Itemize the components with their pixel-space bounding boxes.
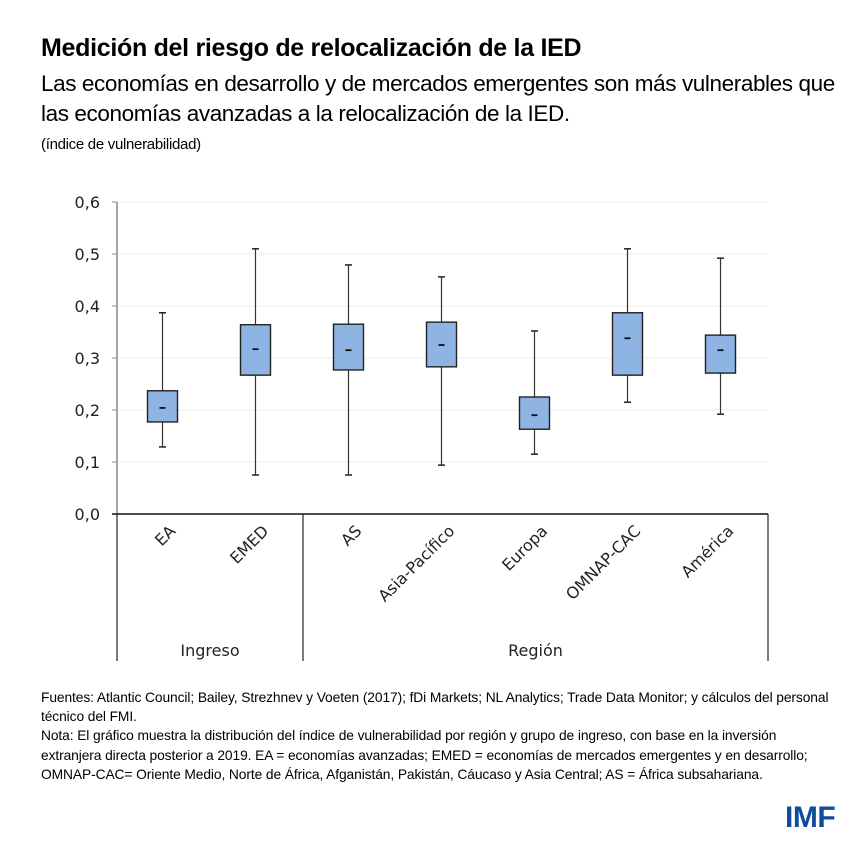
footer-notes: Fuentes: Atlantic Council; Bailey, Strez… [41,688,831,784]
group-label: Ingreso [180,641,239,660]
category-label: EA [151,521,179,549]
box [611,312,644,376]
y-tick-label: 0,1 [75,453,100,472]
boxplot-chart: 0,0 0,1 0,2 0,3 0,4 0,5 0,6 Ingreso Región EA EMED… [75,193,769,661]
y-tick-label: 0,4 [75,297,100,316]
chart-subtitle: Las economías en desarrollo y de mercado… [41,71,835,126]
unit-label: (índice de vulnerabilidad) [41,136,201,153]
chart-title: Medición del riesgo de relocalización de… [41,34,582,62]
y-tick-label: 0,3 [75,349,100,368]
category-label: EMED [226,521,272,567]
imf-logo: IMF [785,801,836,834]
category-label: AS [337,521,365,549]
note-text: Nota: El gráfico muestra la distribución… [41,728,808,782]
y-tick-label: 0,2 [75,401,100,420]
y-tick-label: 0,0 [75,505,100,524]
box [332,323,365,371]
sources-text: Fuentes: Atlantic Council; Bailey, Strez… [41,690,829,725]
box [704,334,737,374]
group-label: Región [508,641,563,660]
box [518,396,551,430]
category-label: Asia-Pacífico [374,521,458,605]
y-tick-label: 0,5 [75,245,100,264]
category-label: Europa [498,521,551,574]
y-tick-label: 0,6 [75,193,100,212]
box [146,390,179,423]
category-label: América [677,521,737,581]
category-label: OMNAP-CAC [562,521,644,603]
